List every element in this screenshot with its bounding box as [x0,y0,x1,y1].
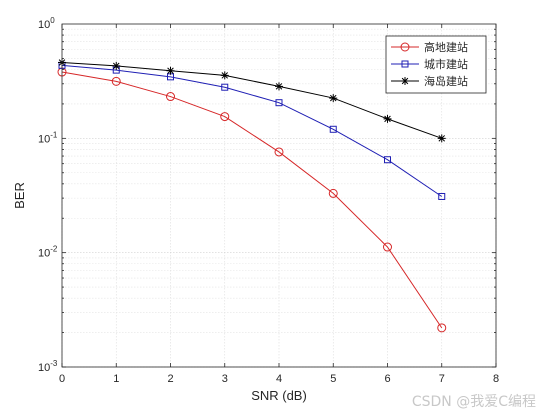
data-point [111,76,121,86]
x-tick-label: 5 [330,373,336,385]
y-axis-label: BER [12,182,27,209]
data-point [166,92,175,102]
data-point [384,156,391,164]
data-point [383,114,392,123]
series-3 [58,58,446,143]
watermark: CSDN @我爱C编程 [412,394,536,410]
data-point [274,147,284,157]
y-tick-label: 100 [38,16,55,31]
legend-label: 海岛建站 [424,74,468,88]
x-tick-label: 2 [167,373,173,385]
legend-label: 城市建站 [424,57,468,71]
data-point [166,66,175,75]
y-tick-label: 10-1 [38,130,58,145]
data-point [329,94,338,103]
y-tick-label: 10-2 [38,245,58,260]
x-tick-label: 7 [439,373,445,385]
series-layer [57,58,447,333]
x-tick-label: 0 [59,373,65,385]
x-tick-label: 6 [384,373,390,385]
data-point [112,61,121,70]
data-point [329,125,337,133]
data-point [437,134,446,143]
x-tick-label: 4 [276,373,282,385]
data-point [221,83,229,91]
legend-entry: 高地建站 [391,40,468,54]
data-point [275,82,283,91]
x-tick-label: 3 [222,373,228,385]
series-line [61,71,443,329]
legend-swatch-marker [400,42,410,52]
series-line [61,64,443,197]
data-point [383,242,392,252]
axis-ticks: 0 1 2 3 4 5 6 7 8 10-3 10-2 10-1 100 [38,16,499,385]
data-point [438,192,446,200]
data-point [220,71,229,80]
legend-entry: 海岛建站 [391,74,468,88]
data-point [437,323,447,333]
y-tick-label: 10-3 [38,359,58,374]
data-point [275,99,283,107]
legend-swatch-marker [401,77,409,85]
legend-label: 高地建站 [424,40,468,54]
data-point [328,188,338,198]
legend-swatch-marker [401,60,409,68]
series-line [61,62,442,139]
data-point [220,112,230,122]
x-tick-label: 1 [113,373,119,385]
x-axis-label: SNR (dB) [251,388,307,403]
x-tick-label: 8 [493,373,499,385]
legend-entry: 城市建站 [391,57,468,71]
